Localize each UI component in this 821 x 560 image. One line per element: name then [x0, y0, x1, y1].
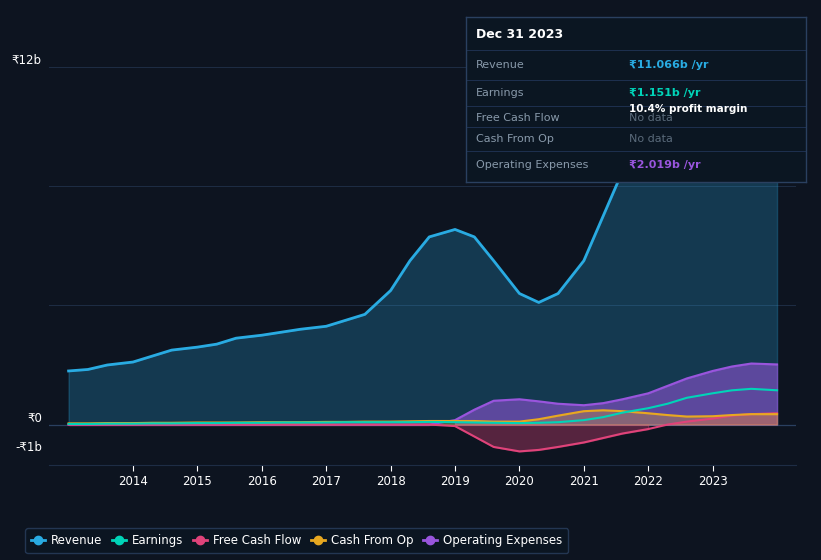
- Text: Operating Expenses: Operating Expenses: [475, 161, 588, 170]
- Text: ₹12b: ₹12b: [11, 54, 42, 67]
- Legend: Revenue, Earnings, Free Cash Flow, Cash From Op, Operating Expenses: Revenue, Earnings, Free Cash Flow, Cash …: [25, 528, 568, 553]
- Text: ₹2.019b /yr: ₹2.019b /yr: [629, 161, 700, 170]
- Text: ₹11.066b /yr: ₹11.066b /yr: [629, 60, 709, 69]
- Text: -₹1b: -₹1b: [15, 441, 42, 454]
- Text: Cash From Op: Cash From Op: [475, 134, 553, 144]
- Text: ₹0: ₹0: [27, 412, 42, 424]
- Text: Free Cash Flow: Free Cash Flow: [475, 113, 559, 123]
- Text: Revenue: Revenue: [475, 60, 525, 69]
- Text: ₹1.151b /yr: ₹1.151b /yr: [629, 88, 700, 98]
- Text: 10.4% profit margin: 10.4% profit margin: [629, 104, 747, 114]
- Text: No data: No data: [629, 134, 673, 144]
- Text: Dec 31 2023: Dec 31 2023: [475, 29, 563, 41]
- Text: Earnings: Earnings: [475, 88, 525, 98]
- Text: No data: No data: [629, 113, 673, 123]
